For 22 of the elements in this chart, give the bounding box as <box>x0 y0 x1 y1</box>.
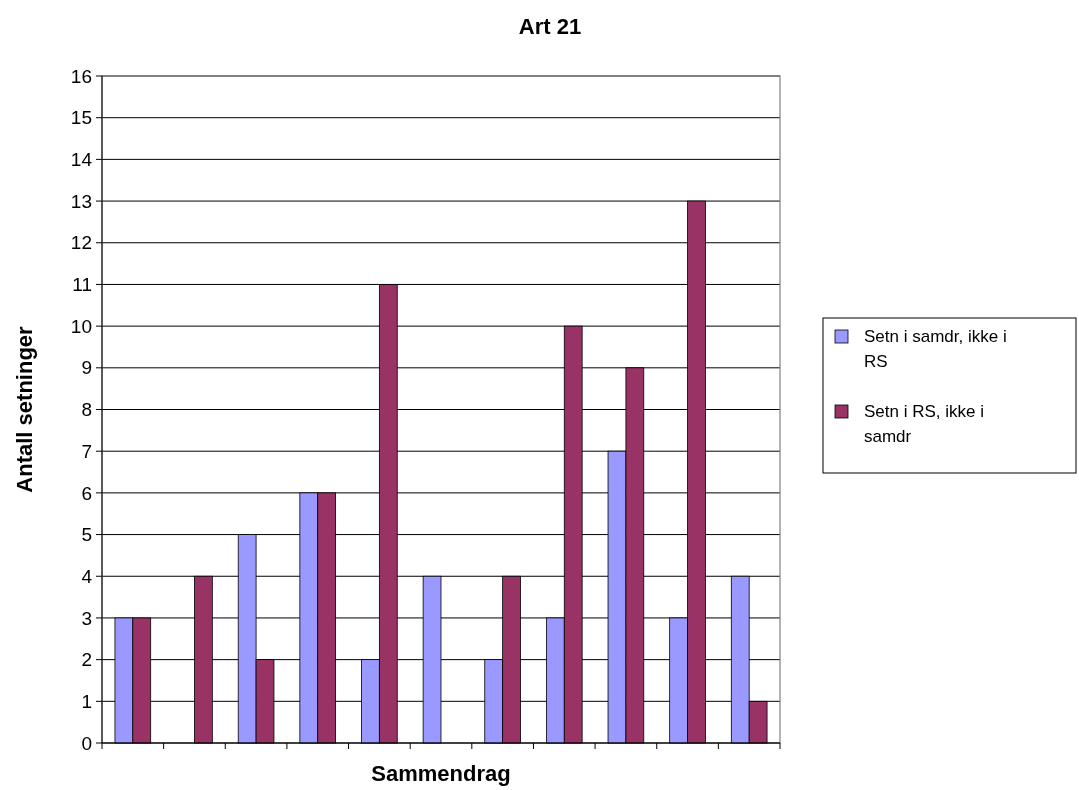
chart-title: Art 21 <box>518 14 582 39</box>
y-tick-label: 0 <box>81 732 92 754</box>
y-tick-label: 9 <box>81 357 92 379</box>
legend-label: Setn i samdr, ikke i RS <box>864 326 1007 371</box>
y-tick-label: 6 <box>81 482 92 504</box>
y-tick-label: 11 <box>72 274 92 296</box>
y-tick-label: 7 <box>81 440 92 462</box>
legend-label: Setn i RS, ikke i samdr <box>864 401 984 446</box>
y-tick-label: 4 <box>81 565 93 587</box>
y-tick-label: 5 <box>81 524 92 546</box>
y-tick-label: 1 <box>81 690 92 712</box>
y-axis-title: Antall setninger <box>12 325 37 493</box>
y-tick-label: 8 <box>81 399 92 421</box>
y-tick-label: 13 <box>70 190 92 212</box>
y-tick-label: 2 <box>81 649 92 671</box>
y-tick-label: 16 <box>70 65 92 87</box>
y-tick-label: 12 <box>70 232 92 254</box>
y-tick-label: 3 <box>81 607 92 629</box>
x-axis-title: Sammendrag <box>371 761 511 786</box>
y-tick-label: 15 <box>70 107 92 129</box>
y-tick-label: 10 <box>70 315 92 337</box>
y-tick-label: 14 <box>70 149 93 171</box>
